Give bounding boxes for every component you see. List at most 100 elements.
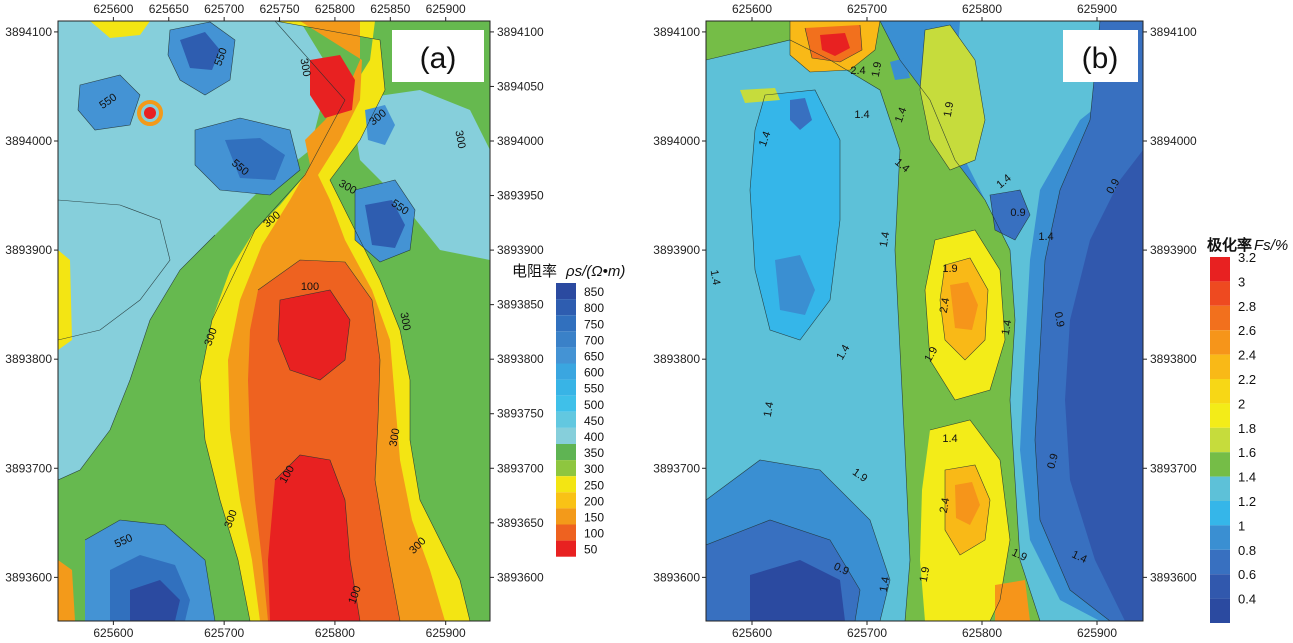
legend-level-label: 2.6 xyxy=(1238,323,1256,338)
contour-label: 0.9 xyxy=(1010,207,1025,219)
contour-label: 100 xyxy=(346,584,364,605)
contour-label: 1.9 xyxy=(918,566,932,583)
legend-level-label: 0.4 xyxy=(1238,592,1256,607)
contour-label: 2.4 xyxy=(850,65,865,77)
legend-level-label: 800 xyxy=(584,301,604,315)
x-tick-label-bottom: 625600 xyxy=(732,626,772,640)
legend-swatch xyxy=(556,347,576,364)
contour-label: 1.4 xyxy=(757,130,774,148)
x-tick-label-top: 625700 xyxy=(204,2,244,16)
contour-label: 1.9 xyxy=(942,101,956,118)
x-tick-label-top: 625800 xyxy=(315,2,355,16)
y-tick-label-right: 3893700 xyxy=(497,461,544,475)
x-tick-label-top: 625850 xyxy=(370,2,410,16)
y-tick-label-right: 3893900 xyxy=(1150,243,1197,257)
legend-swatch xyxy=(556,427,576,444)
legend-swatch xyxy=(1210,574,1230,599)
contour-label: 1.4 xyxy=(878,231,892,248)
chart-a-legend-title: 电阻率 xyxy=(512,263,557,280)
legend-level-label: 2 xyxy=(1238,396,1245,411)
x-tick-label-bottom: 625900 xyxy=(1077,626,1117,640)
x-tick-label-top: 625600 xyxy=(732,2,772,16)
y-tick-label-right: 3894100 xyxy=(1150,25,1197,39)
y-tick-label-right: 3893600 xyxy=(1150,570,1197,584)
y-tick-label-left: 3894000 xyxy=(5,134,52,148)
x-tick-label-bottom: 625600 xyxy=(93,626,133,640)
chart-b-panel-label-box xyxy=(1063,30,1138,82)
x-tick-label-top: 625900 xyxy=(426,2,466,16)
chart-a-frame xyxy=(57,20,491,622)
y-tick-label-left: 3893900 xyxy=(5,243,52,257)
contour-label: 1.9 xyxy=(870,61,884,78)
contour-label: 1.4 xyxy=(878,576,892,593)
contour-label: 1.4 xyxy=(893,106,910,124)
legend-level-label: 50 xyxy=(584,543,598,557)
legend-level-label: 200 xyxy=(584,494,604,508)
y-tick-label-right: 3894050 xyxy=(497,79,544,93)
contour-label: 2.4 xyxy=(938,297,952,314)
chart-b-frame xyxy=(705,20,1144,622)
legend-swatch xyxy=(556,395,576,412)
legend-swatch xyxy=(556,508,576,525)
contour-label: 0.9 xyxy=(1052,311,1066,328)
contour-label: 300 xyxy=(202,326,220,347)
legend-level-label: 1.2 xyxy=(1238,494,1256,509)
legend-swatch xyxy=(556,540,576,557)
legend-swatch xyxy=(1210,525,1230,550)
contour-label: 1.4 xyxy=(942,433,957,445)
legend-swatch xyxy=(1210,305,1230,331)
y-tick-label-right: 3893950 xyxy=(497,189,544,203)
x-tick-label-bottom: 625800 xyxy=(962,626,1002,640)
contour-label: 550 xyxy=(212,46,230,67)
contour-label: 1.4 xyxy=(1038,231,1053,243)
legend-level-label: 850 xyxy=(584,285,604,299)
legend-swatch xyxy=(556,524,576,541)
y-tick-label-left: 3894100 xyxy=(653,25,700,39)
legend-level-label: 1.6 xyxy=(1238,445,1256,460)
y-tick-label-left: 3893600 xyxy=(5,570,52,584)
x-tick-label-top: 625900 xyxy=(1077,2,1117,16)
legend-level-label: 3 xyxy=(1238,274,1245,289)
legend-level-label: 3.2 xyxy=(1238,250,1256,265)
legend-swatch xyxy=(556,476,576,493)
x-tick-label-top: 625750 xyxy=(260,2,300,16)
legend-swatch xyxy=(556,331,576,348)
chart-b-contour-labels: 2.4 1.9 1.4 1.4 1.4 1.9 1.4 1.4 0.9 0.9 1.4 1.4 1.4 1… xyxy=(708,61,1123,593)
chart-a-axes: 625600 625650 625700 625750 625800 625850 6259… xyxy=(5,2,544,640)
chart-a-panel-label: (a) xyxy=(420,42,457,75)
contour-label: 1.9 xyxy=(942,263,957,275)
chart-b-legend-title: 极化率 xyxy=(1207,236,1252,254)
chart-a-legend: 电阻率 ρs/(Ω•m) 850 800 750 700 650 600 550 500 450… xyxy=(512,263,625,557)
contour-label: 300 xyxy=(452,129,467,149)
legend-level-label: 250 xyxy=(584,478,604,492)
legend-swatch xyxy=(556,379,576,396)
legend-swatch xyxy=(1210,549,1230,575)
y-tick-label-left: 3893600 xyxy=(653,570,700,584)
legend-swatch xyxy=(556,492,576,509)
contour-label: 300 xyxy=(388,427,403,447)
x-tick-label-top: 625650 xyxy=(149,2,189,16)
legend-swatch xyxy=(1210,354,1230,379)
x-tick-label-top: 625700 xyxy=(847,2,887,16)
legend-level-label: 400 xyxy=(584,430,604,444)
contour-label: 1.9 xyxy=(1010,547,1029,564)
x-tick-label-bottom: 625700 xyxy=(847,626,887,640)
chart-b-axes: 625600 625700 625800 625900 625600 625700 6258… xyxy=(653,2,1197,640)
y-tick-label-right: 3893800 xyxy=(497,352,544,366)
contour-label: 300 xyxy=(222,508,240,529)
chart-a-legend-symbol: ρs/(Ω•m) xyxy=(565,263,625,280)
legend-level-label: 300 xyxy=(584,462,604,476)
legend-swatch xyxy=(556,444,576,461)
y-tick-label-right: 3893850 xyxy=(497,298,544,312)
contour-label: 1.4 xyxy=(1000,319,1014,336)
contour-label: 100 xyxy=(301,281,319,293)
chart-b-legend-symbol: Fs/% xyxy=(1254,237,1288,254)
x-tick-label-bottom: 625900 xyxy=(426,626,466,640)
x-tick-label-top: 625600 xyxy=(93,2,133,16)
y-tick-label-left: 3893800 xyxy=(653,352,700,366)
y-tick-label-right: 3893650 xyxy=(497,516,544,530)
y-tick-label-right: 3894000 xyxy=(497,134,544,148)
y-tick-label-left: 3893800 xyxy=(5,352,52,366)
y-tick-label-left: 3893700 xyxy=(653,461,700,475)
